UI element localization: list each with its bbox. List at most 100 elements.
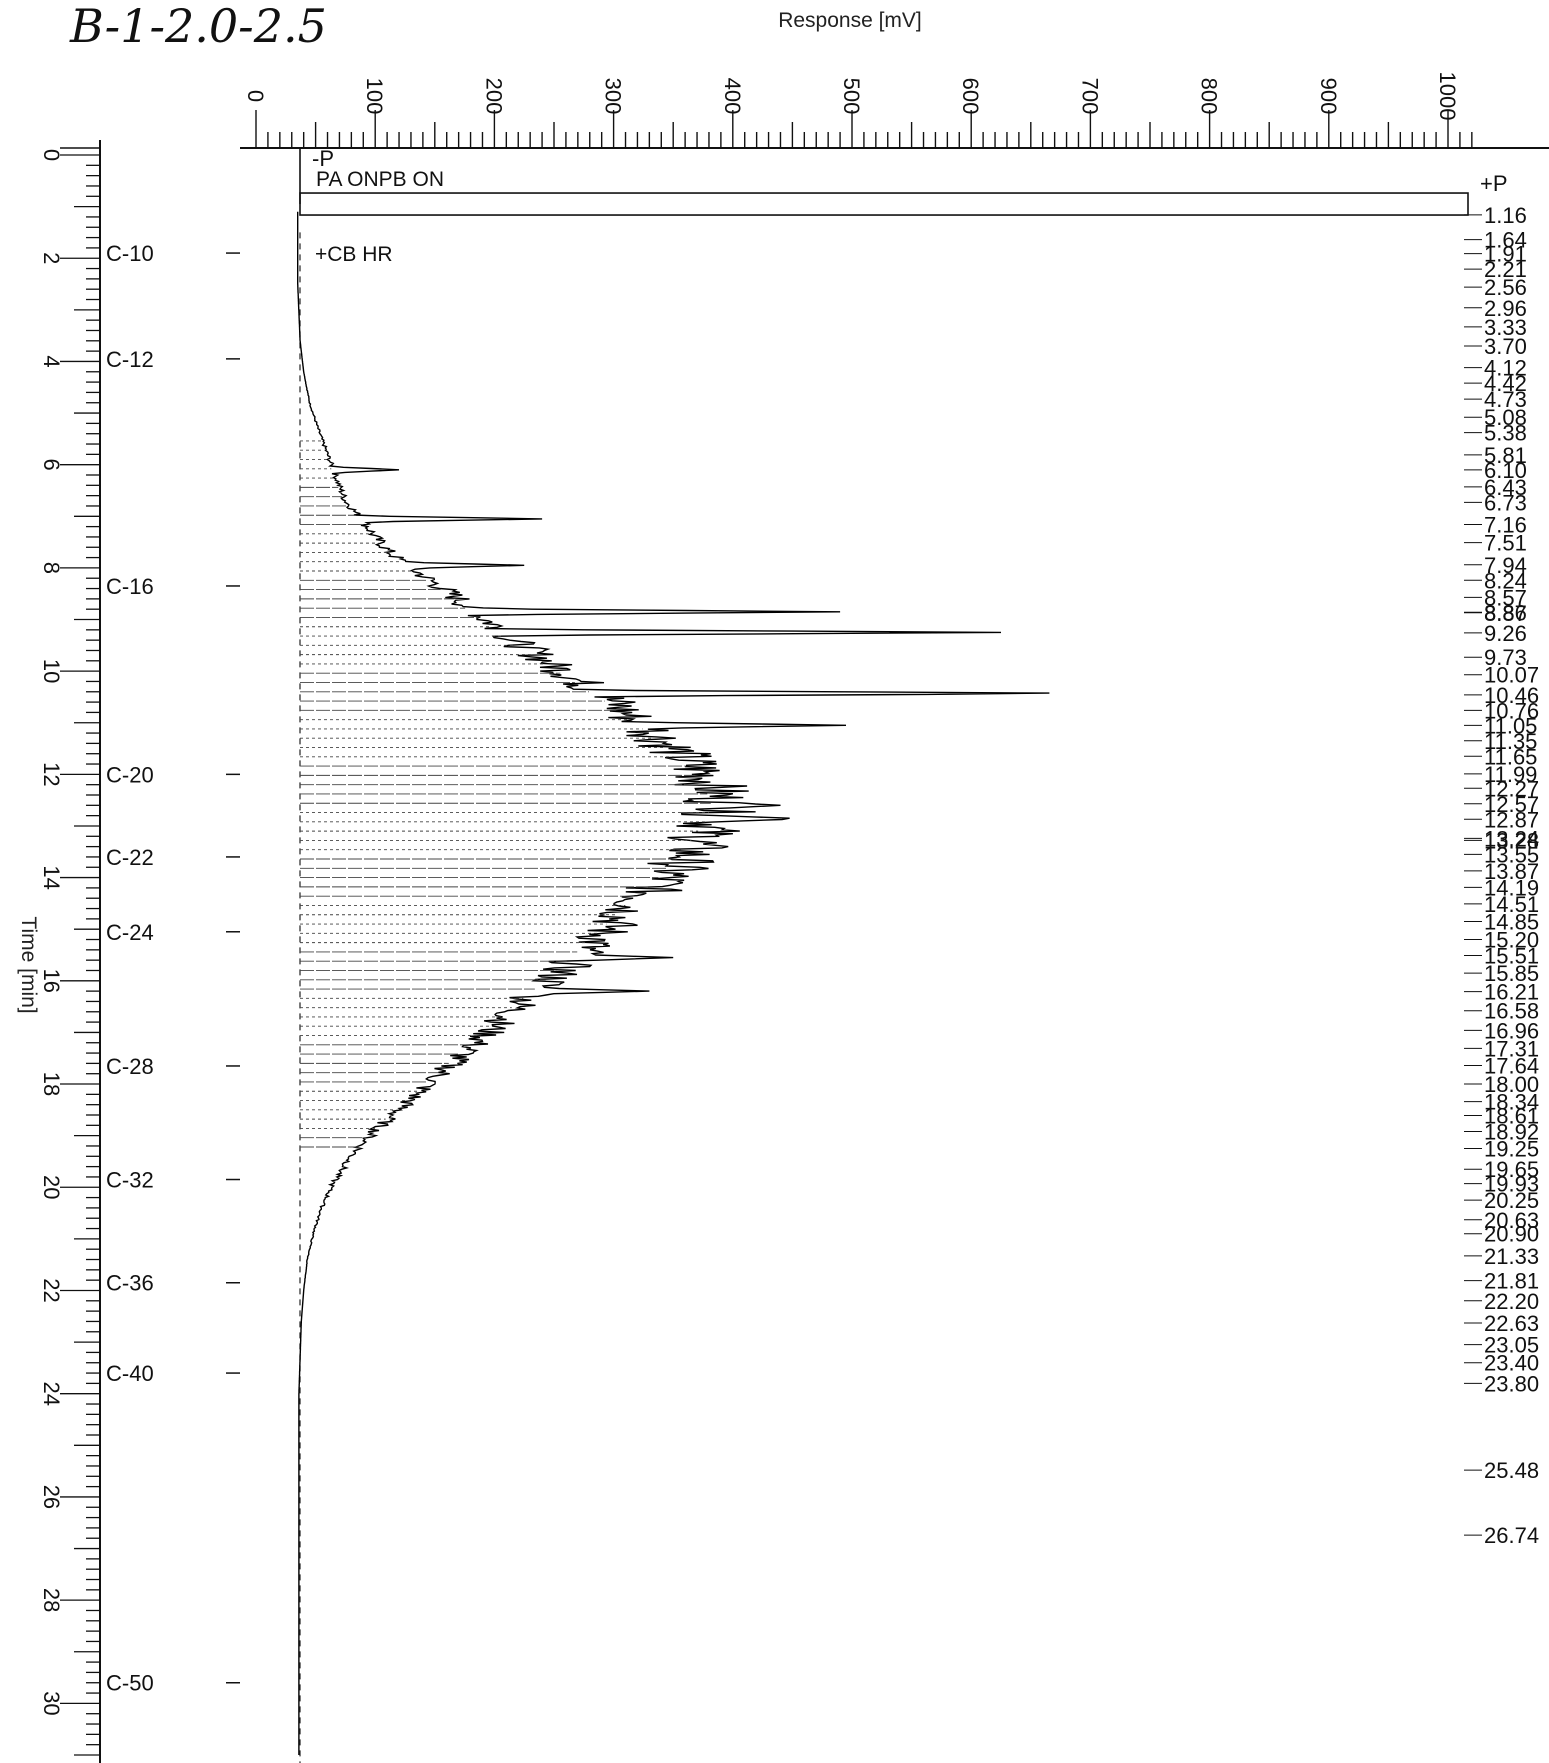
retention-time-label: 16.21 xyxy=(1484,980,1539,1005)
x-tick-label: 400 xyxy=(720,78,745,115)
carbon-marker-label: C-10 xyxy=(106,241,154,266)
retention-time-label: 20.25 xyxy=(1484,1188,1539,1213)
y-axis-title: Time [min] xyxy=(17,916,40,1013)
retention-time-label: 20.90 xyxy=(1484,1222,1539,1247)
retention-time-label: 13.87 xyxy=(1484,859,1539,884)
retention-time-label: 8.86 xyxy=(1484,600,1527,625)
carbon-markers: C-10 C-12 C-16 C-20 C-22 C-24 C-28 C-32 C-36 C-40… xyxy=(106,241,240,1696)
retention-time-label: 1.64 xyxy=(1484,228,1527,253)
retention-time-label: 12.27 xyxy=(1484,776,1539,801)
carbon-marker-label: C-20 xyxy=(106,762,154,787)
event-marker-label: +P xyxy=(1480,171,1508,196)
y-tick-label: 20 xyxy=(39,1175,64,1199)
carbon-marker-label: C-16 xyxy=(106,574,154,599)
retention-time-label: 15.85 xyxy=(1484,961,1539,986)
retention-time-label: 18.61 xyxy=(1484,1104,1539,1129)
x-axis-title: Response [mV] xyxy=(778,9,922,32)
x-tick-label: 1000 xyxy=(1435,72,1460,121)
y-tick-label: 22 xyxy=(39,1278,64,1302)
retention-time-label: 9.73 xyxy=(1484,645,1527,670)
retention-time-label: 15.20 xyxy=(1484,928,1539,953)
retention-time-label: 7.16 xyxy=(1484,513,1527,538)
retention-time-label: 18.92 xyxy=(1484,1120,1539,1145)
retention-time-label: 9.26 xyxy=(1484,621,1527,646)
carbon-marker-label: C-50 xyxy=(106,1671,154,1696)
y-tick-label: 30 xyxy=(39,1691,64,1715)
carbon-marker-label: C-22 xyxy=(106,845,154,870)
retention-time-label: 15.51 xyxy=(1484,944,1539,969)
retention-time-labels: 1.161.641.912.212.562.963.333.704.124.42… xyxy=(1464,203,1539,1548)
y-tick-label: 18 xyxy=(39,1072,64,1096)
x-tick-label: 900 xyxy=(1316,78,1341,115)
retention-time-label: 11.35 xyxy=(1484,729,1537,754)
retention-time-label: 18.34 xyxy=(1484,1090,1539,1115)
retention-time-label: 21.33 xyxy=(1484,1244,1539,1269)
retention-time-label: 23.05 xyxy=(1484,1333,1539,1358)
retention-time-label: 19.93 xyxy=(1484,1172,1539,1197)
y-tick-label: 6 xyxy=(39,459,64,471)
retention-time-label: 1.91 xyxy=(1484,242,1527,267)
x-tick-label: 0 xyxy=(243,90,268,102)
retention-time-label: 8.57 xyxy=(1484,585,1527,610)
retention-time-label: 7.51 xyxy=(1484,531,1527,556)
retention-time-label: 2.96 xyxy=(1484,296,1527,321)
event-marker-label: +CB HR xyxy=(315,243,393,266)
x-tick-label: 500 xyxy=(839,78,864,115)
x-tick-label: 600 xyxy=(958,78,983,115)
retention-time-label: 16.96 xyxy=(1484,1018,1539,1043)
x-tick-label: 100 xyxy=(362,78,387,115)
y-tick-label: 10 xyxy=(39,659,64,683)
y-tick-label: 8 xyxy=(39,562,64,574)
retention-time-label: 14.51 xyxy=(1484,892,1539,917)
axes-group: 0 100 200 300 400 500 600 700 800 900 100002468101… xyxy=(39,72,1549,1763)
carbon-marker-label: C-32 xyxy=(106,1168,154,1193)
retention-time-label: 11.05 xyxy=(1484,713,1537,738)
retention-time-label: 5.08 xyxy=(1484,405,1527,430)
retention-time-label: 7.94 xyxy=(1484,553,1527,578)
retention-time-label: 26.74 xyxy=(1484,1523,1539,1548)
x-tick-label: 800 xyxy=(1197,78,1222,115)
retention-time-label: 25.48 xyxy=(1484,1458,1539,1483)
retention-time-label: 10.76 xyxy=(1484,698,1539,723)
y-tick-label: 14 xyxy=(39,865,64,889)
retention-time-label: 13.28 xyxy=(1484,828,1539,853)
retention-time-label: 17.31 xyxy=(1484,1036,1539,1061)
retention-time-label: 5.81 xyxy=(1484,443,1527,468)
plot-area xyxy=(297,211,1050,1763)
retention-time-label: 12.57 xyxy=(1484,792,1539,817)
retention-time-label: 19.25 xyxy=(1484,1137,1539,1162)
retention-time-label: 23.40 xyxy=(1484,1351,1539,1376)
retention-time-label: 10.46 xyxy=(1484,683,1539,708)
retention-time-label: 17.64 xyxy=(1484,1053,1539,1078)
retention-time-label: 19.65 xyxy=(1484,1157,1539,1182)
retention-time-label: 3.33 xyxy=(1484,315,1527,340)
carbon-marker-label: C-40 xyxy=(106,1361,154,1386)
retention-time-label: 12.87 xyxy=(1484,807,1539,832)
x-tick-label: 300 xyxy=(601,78,626,115)
y-tick-label: 28 xyxy=(39,1588,64,1612)
carbon-marker-label: C-36 xyxy=(106,1271,154,1296)
x-tick-label: 700 xyxy=(1077,78,1102,115)
retention-time-label: 22.20 xyxy=(1484,1289,1539,1314)
retention-time-label: 10.07 xyxy=(1484,663,1539,688)
retention-time-label: 22.63 xyxy=(1484,1311,1539,1336)
retention-time-label: 8.24 xyxy=(1484,568,1527,593)
retention-time-label: 6.10 xyxy=(1484,458,1527,483)
retention-time-label: 3.70 xyxy=(1484,334,1527,359)
retention-time-label: 13.55 xyxy=(1484,842,1539,867)
sample-label: B-1-2.0-2.5 xyxy=(69,0,327,53)
retention-time-label: 6.43 xyxy=(1484,475,1527,500)
retention-time-label: 4.12 xyxy=(1484,356,1527,381)
y-tick-label: 26 xyxy=(39,1485,64,1509)
retention-time-label: 23.80 xyxy=(1484,1371,1539,1396)
event-markers: -PPA ONPB ON +P +CB HR xyxy=(299,146,1508,266)
retention-time-label: 8.87 xyxy=(1484,601,1527,626)
y-tick-label: 16 xyxy=(39,969,64,993)
carbon-marker-label: C-24 xyxy=(106,920,154,945)
plus-p-box xyxy=(299,192,1469,216)
y-tick-label: 2 xyxy=(39,252,64,264)
carbon-marker-label: C-12 xyxy=(106,347,154,372)
retention-time-label: 1.16 xyxy=(1484,203,1527,228)
event-marker-label: -P xyxy=(312,146,334,171)
